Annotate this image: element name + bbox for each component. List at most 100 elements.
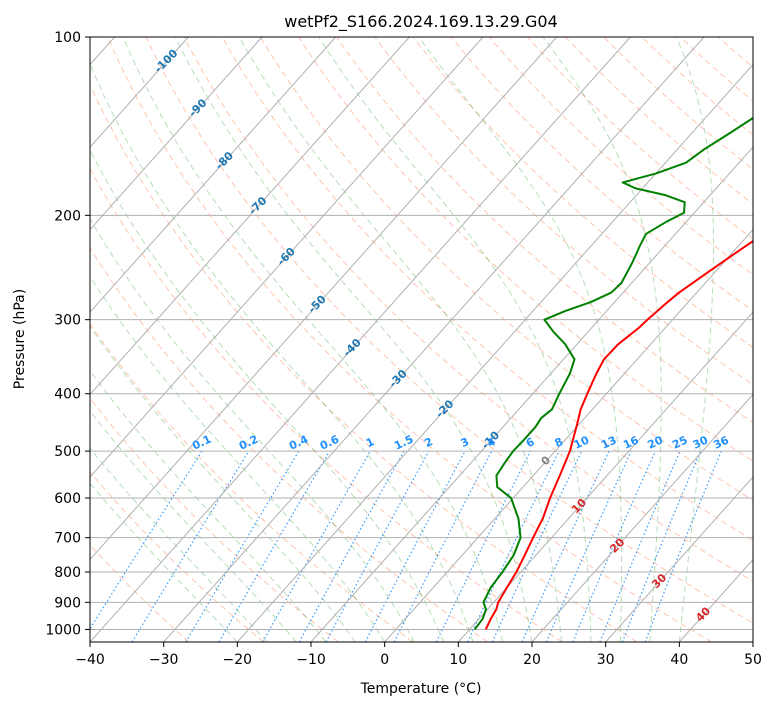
moist-adiabat-line [122, 37, 504, 642]
moist-adiabats [90, 37, 715, 642]
isotherm-gridline [310, 146, 753, 642]
isotherm-gridline [163, 37, 705, 642]
mixing-ratio-line [491, 450, 583, 642]
dry-adiabat-line [641, 37, 753, 136]
x-axis-label: Temperature (°C) [360, 681, 482, 697]
y-tick-label: 900 [54, 595, 81, 611]
moist-adiabat-line [542, 37, 662, 642]
isotherm-gridline [531, 393, 753, 642]
dry-adiabat-line [679, 37, 753, 102]
x-tick-label: 40 [670, 652, 688, 668]
isotherm-gridline [90, 37, 189, 148]
x-tick-label: −20 [223, 652, 253, 668]
dry-adiabat-line [90, 397, 339, 642]
dry-adiabat-line [488, 37, 753, 276]
dry-adiabat-line [90, 83, 638, 642]
isotherm-gridline [90, 37, 631, 642]
dry-adiabat-line [90, 247, 488, 642]
dry-adiabat-line [374, 37, 753, 386]
mixing-ratio-line [325, 450, 430, 642]
mixing-ratio-line [185, 450, 300, 642]
mixing-ratio-label: 0.4 [287, 433, 310, 453]
pressure-gridlines [90, 37, 753, 630]
mixing-ratio-label: 10 [572, 433, 592, 451]
moist-adiabat-line [90, 325, 356, 642]
moist-adiabat-line [318, 37, 592, 642]
mixing-ratio-line [599, 450, 681, 642]
isotherm-gridline [236, 63, 753, 642]
mixing-ratio-line [262, 450, 371, 642]
x-tick-label: −40 [75, 652, 105, 668]
dry-adiabat-line [90, 544, 190, 642]
y-tick-label: 100 [54, 30, 81, 46]
y-tick-label: 800 [54, 565, 81, 581]
mixing-ratio-label: 30 [691, 433, 711, 451]
chart-title: wetPf2_S166.2024.169.13.29.G04 [284, 12, 558, 32]
mixing-ratio-label: 25 [670, 434, 689, 452]
y-tick-label: 700 [54, 531, 81, 547]
mixing-ratio-line [572, 450, 656, 642]
mixing-ratio-line [545, 450, 632, 642]
dry-adiabat-line [145, 37, 753, 624]
y-tick-label: 500 [54, 444, 81, 460]
dry-adiabats [90, 37, 753, 642]
x-tick-label: 10 [449, 652, 467, 668]
dry-adiabat-line [221, 37, 753, 541]
moist-adiabat-line [90, 447, 268, 642]
moist-adiabat-line [90, 62, 474, 642]
mixing-ratio-label: 0.2 [237, 433, 260, 453]
isotherm-gridline [752, 641, 753, 642]
mixing-ratio-label: 6 [524, 435, 537, 450]
isotherm-gridline [90, 37, 484, 478]
y-axis-label: Pressure (hPa) [12, 289, 28, 389]
moist-adiabat-line [90, 217, 415, 642]
mixing-ratio-lines [90, 450, 722, 642]
x-tick-label: −10 [296, 652, 326, 668]
mixing-ratio-line [298, 450, 405, 642]
dry-adiabat-line [717, 37, 753, 69]
temperature-profile-line [484, 239, 753, 630]
x-tick-label: 20 [523, 652, 541, 668]
moist-adiabat-line [90, 410, 297, 642]
moist-adiabat-line [675, 37, 715, 642]
isotherm-gridline [90, 37, 337, 313]
x-tick-label: 30 [597, 652, 615, 668]
mixing-ratio-line [131, 450, 250, 642]
x-tick-label: 50 [744, 652, 762, 668]
x-tick-label: −30 [149, 652, 179, 668]
mixing-ratio-label: 0.1 [190, 433, 213, 453]
moist-adiabat-line [238, 37, 562, 642]
moist-adiabat-line [174, 37, 533, 642]
mixing-ratio-line [521, 450, 610, 642]
dry-adiabat-line [107, 37, 712, 642]
y-tick-label: 1000 [45, 622, 81, 638]
mixing-ratio-line [435, 450, 532, 642]
isotherm-gridline [90, 37, 410, 396]
mixing-ratio-line [90, 450, 203, 630]
dry-adiabat-line [412, 37, 753, 348]
mixing-ratio-line [393, 450, 493, 642]
dry-adiabat-line [259, 37, 753, 501]
mixing-ratio-line [364, 450, 466, 642]
mixing-ratio-label: 0.6 [318, 433, 341, 453]
isotherm-gridline [678, 558, 753, 642]
y-axis: 100 200 300 400 500 600 700 800 900 1000 [45, 30, 90, 638]
mixing-ratio-label: 16 [621, 433, 641, 451]
isotherm-gridline [605, 476, 753, 642]
dry-adiabat-line [450, 37, 753, 312]
isotherm-gridline [90, 37, 558, 561]
mixing-ratio-label: 1 [364, 435, 376, 450]
dewpoint-profile-line [473, 116, 753, 631]
mixing-ratio-label: 1.5 [392, 433, 415, 453]
isotherm-gridline [457, 311, 753, 642]
moist-adiabat-line [90, 149, 445, 642]
isotherm-gridlines [90, 37, 753, 642]
moist-adiabat-line [418, 37, 623, 642]
y-tick-label: 200 [54, 208, 81, 224]
sounding-series [473, 116, 753, 631]
y-tick-label: 600 [54, 491, 81, 507]
isotherm-gridline [384, 228, 753, 642]
mixing-ratio-line [466, 450, 560, 642]
x-tick-label: 0 [380, 652, 389, 668]
mixing-ratio-label: 2 [422, 435, 434, 450]
